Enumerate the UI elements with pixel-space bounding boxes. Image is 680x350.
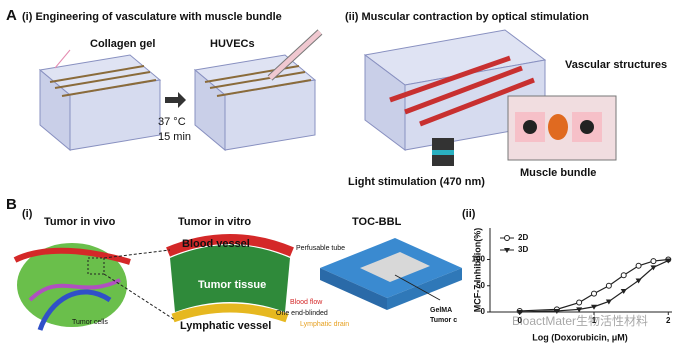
label: Muscle bundle	[520, 167, 596, 179]
label: Lymphatic drain	[300, 321, 349, 328]
chart: 0 50 100 0 1 2 2D 3D	[472, 228, 672, 325]
tumor-illustration	[13, 243, 131, 331]
data-point	[650, 258, 657, 265]
inset	[507, 95, 617, 161]
data-point	[591, 304, 597, 310]
x-tick-label: 1	[592, 316, 597, 325]
label: 37 °C	[158, 116, 186, 128]
data-point	[591, 290, 597, 297]
y-tick-label: 100	[472, 255, 486, 264]
panel-label: B	[6, 196, 17, 213]
gel-box	[193, 29, 323, 152]
pointer	[54, 49, 71, 69]
data-point	[665, 258, 672, 264]
data-point	[620, 272, 627, 279]
label: Light stimulation (470 nm)	[348, 176, 485, 188]
label: TOC-BBL	[352, 216, 402, 228]
label: Vascular structures	[565, 59, 667, 71]
label: Blood flow	[290, 299, 323, 306]
label: (ii)	[462, 208, 476, 220]
data-point	[605, 282, 612, 289]
x-tick-label: 2	[666, 316, 671, 325]
label: Blood vessel	[182, 238, 250, 250]
data-point	[620, 289, 627, 294]
panel-title: (i) Engineering of vasculature with musc…	[22, 11, 282, 23]
y-tick-label: 0	[481, 307, 486, 316]
label: Tumor in vivo	[44, 216, 116, 228]
legend-marker	[504, 248, 510, 253]
watermark: BioactMater生物活性材料	[512, 314, 648, 328]
data-point	[635, 278, 642, 284]
data-point	[553, 308, 560, 314]
label: Collagen gel	[90, 38, 155, 50]
device-illustration	[320, 238, 462, 310]
legend-label: 3D	[518, 245, 528, 254]
panel-label: A	[6, 7, 17, 24]
arrow	[165, 92, 186, 108]
label: Tumor tissue	[198, 279, 266, 291]
y-axis-label: MCF-7 Inhibition(%)	[472, 228, 482, 312]
series-line	[519, 260, 669, 313]
label: Lymphatic vessel	[180, 320, 271, 332]
series-line	[519, 258, 669, 312]
x-tick-label: 0	[517, 316, 522, 325]
label: Tumor c	[430, 317, 457, 324]
label: (i)	[22, 208, 33, 220]
x-axis-label: Log (Doxorubicin, μM)	[532, 332, 628, 342]
data-point	[635, 262, 642, 269]
legend-label: 2D	[518, 233, 528, 242]
label: 15 min	[158, 131, 191, 143]
gel-box	[38, 54, 162, 152]
y-tick-label: 50	[476, 281, 485, 290]
data-point	[650, 265, 657, 271]
data-point	[576, 299, 583, 306]
data-point	[516, 310, 523, 315]
legend-marker	[504, 235, 510, 241]
label: One end-blinded	[276, 310, 328, 317]
data-point	[576, 307, 583, 313]
label: Tumor in vitro	[178, 216, 251, 228]
label: GelMA	[430, 307, 452, 314]
tissue-illustration	[103, 234, 294, 323]
label: Tumor cells	[72, 319, 108, 326]
label: Perfusable tube	[296, 245, 345, 252]
data-point	[605, 299, 612, 305]
label: HUVECs	[210, 38, 255, 50]
panel-title: (ii) Muscular contraction by optical sti…	[345, 11, 589, 23]
